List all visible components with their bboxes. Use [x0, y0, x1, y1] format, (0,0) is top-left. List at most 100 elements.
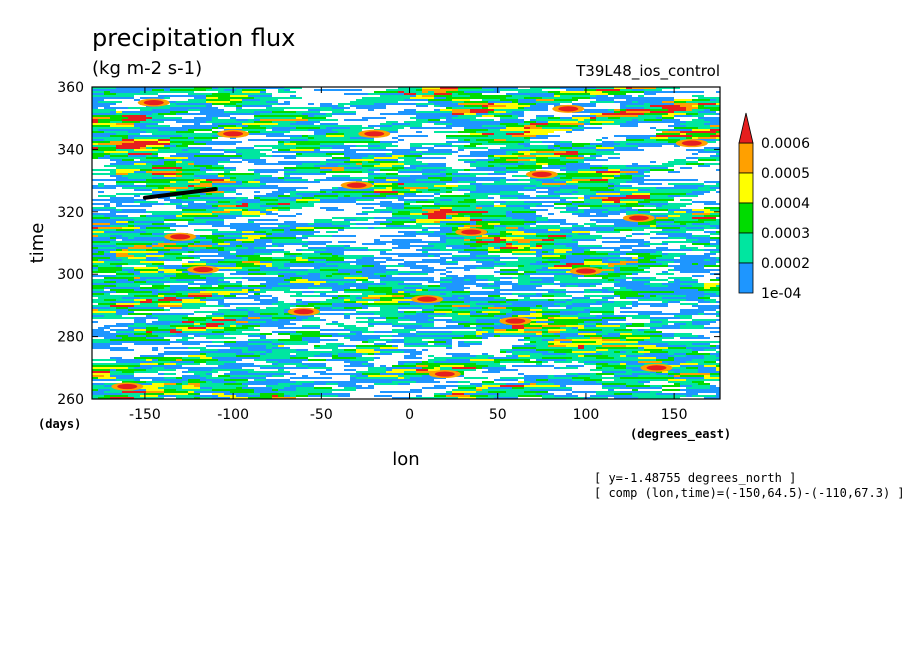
field-cell	[134, 167, 152, 169]
field-cell	[674, 179, 698, 181]
field-cell	[284, 209, 290, 211]
field-cell	[146, 381, 164, 383]
field-cell	[164, 131, 176, 133]
field-cell	[404, 343, 416, 345]
field-cell	[188, 317, 206, 319]
field-cell	[434, 91, 446, 93]
field-cell	[296, 169, 320, 171]
field-cell	[710, 119, 720, 121]
field-cell	[470, 245, 482, 247]
field-cell	[560, 341, 572, 343]
field-cell	[542, 339, 554, 341]
field-cell	[260, 185, 278, 187]
field-cell	[464, 161, 470, 163]
field-cell	[518, 339, 524, 341]
field-cell	[692, 337, 710, 339]
field-cell	[116, 275, 140, 277]
field-cell	[158, 251, 170, 253]
field-cell	[482, 115, 494, 117]
field-cell	[158, 323, 170, 325]
field-cell	[332, 357, 356, 359]
field-cell	[398, 367, 422, 369]
field-cell	[716, 359, 720, 361]
field-cell	[410, 305, 434, 307]
field-cell	[518, 227, 524, 229]
field-cell	[236, 103, 260, 105]
field-cell	[644, 375, 668, 377]
field-cell	[446, 135, 470, 137]
field-cell	[284, 311, 290, 313]
field-cell	[338, 195, 344, 197]
field-cell	[152, 243, 158, 245]
field-cell	[572, 189, 590, 191]
field-cell	[236, 109, 260, 111]
field-cell	[230, 223, 254, 225]
field-cell	[632, 331, 644, 333]
field-cell	[476, 89, 494, 91]
field-cell	[254, 241, 272, 243]
field-cell	[410, 293, 428, 295]
field-cell	[578, 95, 596, 97]
field-cell	[428, 337, 434, 339]
field-cell	[272, 229, 284, 231]
field-cell	[200, 323, 206, 325]
field-cell	[590, 93, 608, 95]
field-cell	[260, 251, 272, 253]
field-cell	[98, 303, 116, 305]
field-cell	[410, 225, 422, 227]
field-cell	[284, 355, 290, 357]
field-cell	[692, 359, 698, 361]
field-cell	[446, 89, 458, 91]
field-cell	[224, 341, 236, 343]
field-cell	[572, 167, 590, 169]
field-cell	[158, 271, 164, 273]
field-cell	[140, 129, 158, 131]
field-cell	[236, 119, 248, 121]
field-cell	[710, 223, 720, 225]
field-cell	[176, 273, 188, 275]
field-cell	[296, 147, 320, 149]
field-cell	[584, 377, 590, 379]
field-cell	[224, 363, 230, 365]
field-cell	[98, 235, 110, 237]
field-cell	[674, 225, 686, 227]
field-cell	[488, 223, 500, 225]
field-cell	[236, 177, 260, 179]
field-cell	[176, 367, 194, 369]
field-cell	[596, 357, 614, 359]
field-cell	[686, 163, 704, 165]
field-cell	[716, 277, 720, 279]
field-cell	[656, 303, 668, 305]
field-cell	[578, 345, 584, 347]
field-cell	[290, 287, 308, 289]
field-cell	[116, 173, 128, 175]
field-cell	[236, 319, 260, 321]
field-cell	[440, 173, 446, 175]
field-cell	[596, 171, 602, 173]
field-cell	[632, 329, 638, 331]
field-cell	[392, 165, 404, 167]
field-cell	[698, 263, 716, 265]
field-cell	[530, 253, 536, 255]
field-cell	[314, 251, 326, 253]
field-cell	[692, 185, 704, 187]
field-cell	[392, 125, 398, 127]
field-cell	[218, 267, 242, 269]
field-cell	[194, 187, 206, 189]
field-cell	[398, 361, 422, 363]
field-cell	[290, 225, 302, 227]
field-cell	[170, 331, 182, 333]
field-cell	[512, 309, 530, 311]
field-cell	[224, 379, 248, 381]
field-cell	[134, 219, 158, 221]
field-cell	[290, 95, 296, 97]
field-cell	[692, 377, 704, 379]
field-cell	[440, 227, 452, 229]
field-cell	[404, 373, 416, 375]
field-cell	[248, 87, 272, 89]
field-cell	[416, 249, 440, 251]
field-cell	[296, 279, 308, 281]
field-cell	[254, 333, 260, 335]
field-cell	[446, 223, 470, 225]
field-cell	[620, 295, 644, 297]
